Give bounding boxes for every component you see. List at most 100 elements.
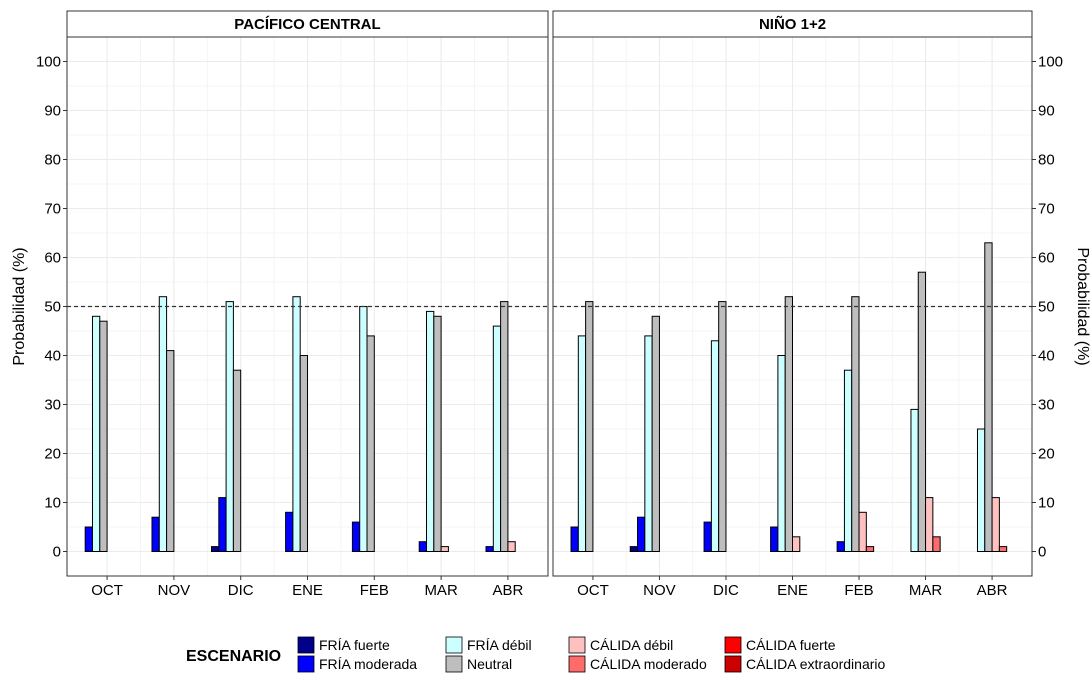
y-tick-label: 0 (53, 544, 61, 561)
x-tick-label: OCT (577, 582, 609, 599)
bar (577, 335, 587, 552)
bar (418, 541, 428, 553)
x-tick-label: DIC (713, 582, 739, 599)
legend-label: CÁLIDA extraordinario (746, 656, 886, 672)
y-tick-label-right: 70 (1038, 201, 1055, 218)
legend-swatch (724, 655, 742, 673)
bar (225, 301, 234, 552)
bar (629, 546, 639, 552)
legend-swatch (297, 655, 315, 673)
legend-title: ESCENARIO (186, 648, 281, 665)
x-tick-label: ENE (777, 582, 808, 599)
panel-title: PACÍFICO CENTRAL (234, 16, 380, 33)
bar (836, 541, 845, 553)
bar (984, 242, 993, 553)
bar (158, 296, 168, 553)
y-tick-label-right: 0 (1038, 544, 1046, 561)
y-tick-label: 30 (44, 397, 61, 414)
bar (703, 521, 712, 552)
legend-label: CÁLIDA moderado (590, 656, 707, 672)
bar (84, 526, 93, 552)
bar (651, 315, 660, 552)
y-tick-label: 90 (44, 103, 61, 120)
bar (925, 497, 934, 553)
bar (433, 315, 442, 552)
y-tick-label-right: 80 (1038, 152, 1055, 169)
bar (299, 355, 309, 552)
bar (351, 521, 361, 552)
bar (585, 301, 594, 552)
y-tick-label-right: 50 (1038, 299, 1055, 316)
bar (777, 355, 786, 552)
bar (843, 369, 853, 553)
y-tick-label-right: 60 (1038, 250, 1055, 267)
y-tick-label: 50 (44, 299, 61, 316)
bar (644, 335, 653, 552)
bar (232, 369, 242, 553)
x-tick-label: MAR (424, 582, 458, 599)
y-tick-label: 10 (44, 495, 61, 512)
legend-swatch (297, 636, 315, 654)
bar (99, 320, 108, 553)
y-axis-title-right: Probabilidad (%) (1074, 247, 1091, 365)
legend-label: FRÍA fuerte (319, 637, 390, 653)
bar (507, 541, 516, 553)
y-tick-label: 100 (36, 54, 61, 71)
legend-label: CÁLIDA débil (590, 637, 673, 653)
bar (998, 546, 1008, 552)
x-tick-label: DIC (228, 582, 254, 599)
y-axis-title: Probabilidad (%) (11, 247, 28, 365)
y-tick-label-right: 10 (1038, 495, 1055, 512)
y-tick-label: 70 (44, 201, 61, 218)
y-tick-label-right: 90 (1038, 103, 1055, 120)
bar (851, 296, 860, 553)
bar (770, 526, 779, 552)
y-tick-label: 20 (44, 446, 61, 463)
legend-swatch (568, 655, 586, 673)
bar (718, 301, 727, 552)
x-tick-label: NOV (643, 582, 676, 599)
panel-strip (66, 10, 549, 38)
y-tick-label-right: 40 (1038, 348, 1055, 365)
bar (710, 340, 720, 552)
panel-title: NIÑO 1+2 (759, 15, 826, 33)
bar (440, 546, 449, 552)
y-tick-label-right: 30 (1038, 397, 1055, 414)
legend-swatch (724, 636, 742, 654)
x-tick-label: FEB (844, 582, 873, 599)
legend-label: FRÍA moderada (319, 656, 417, 672)
panel-strip (552, 10, 1033, 38)
x-tick-label: FEB (360, 582, 389, 599)
legend-swatch (445, 655, 463, 673)
bar (166, 350, 175, 552)
x-tick-label: ENE (292, 582, 323, 599)
x-tick-label: OCT (91, 582, 123, 599)
y-tick-label: 40 (44, 348, 61, 365)
bar (492, 325, 502, 552)
bar (151, 516, 160, 553)
legend-swatch (568, 636, 586, 654)
y-tick-label-right: 20 (1038, 446, 1055, 463)
bar (976, 428, 986, 552)
bar (991, 497, 1000, 553)
bar (210, 546, 220, 552)
bar (917, 271, 927, 552)
legend-label: Neutral (467, 656, 512, 672)
bar (792, 536, 801, 552)
bar (570, 526, 579, 552)
bar (865, 546, 875, 552)
bar (500, 301, 509, 552)
x-tick-label: NOV (158, 582, 191, 599)
bar (292, 296, 301, 553)
bar (426, 310, 435, 552)
legend-label: CÁLIDA fuerte (746, 637, 836, 653)
legend-label: FRÍA débil (467, 637, 532, 653)
x-tick-label: ABR (492, 582, 523, 599)
y-tick-label-right: 100 (1038, 54, 1063, 71)
x-tick-label: ABR (977, 582, 1008, 599)
bar (91, 315, 101, 552)
bar (218, 497, 227, 553)
bar (910, 408, 919, 552)
bar (366, 335, 375, 552)
